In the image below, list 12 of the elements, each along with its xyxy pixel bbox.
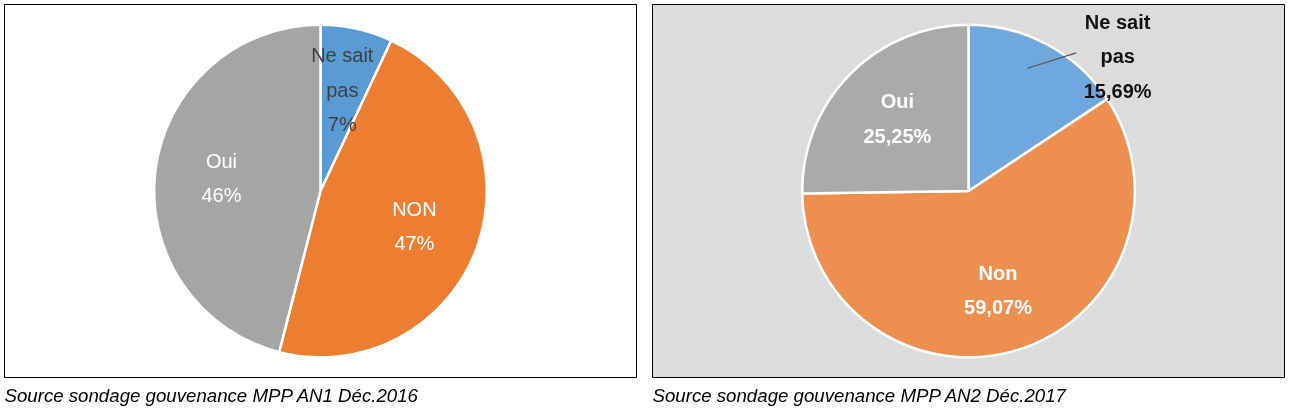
source-note: Source sondage gouvenance MPP AN2 Déc.2017 bbox=[652, 384, 1067, 406]
slice-label: Ne sait pas bbox=[1084, 10, 1151, 68]
data-label: 15,69% bbox=[1083, 79, 1152, 102]
slice-label: Oui bbox=[880, 90, 915, 113]
slice-label: Non bbox=[978, 261, 1018, 284]
slice-label: NON bbox=[392, 197, 437, 220]
data-label: 47% bbox=[394, 232, 435, 255]
source-note: Source sondage gouvenance MPP AN1 Déc.2016 bbox=[4, 384, 419, 406]
data-label: 59,07% bbox=[964, 296, 1033, 319]
data-label: 25,25% bbox=[863, 124, 932, 147]
slice-label: Oui bbox=[205, 149, 238, 172]
data-label: 46% bbox=[201, 184, 242, 207]
